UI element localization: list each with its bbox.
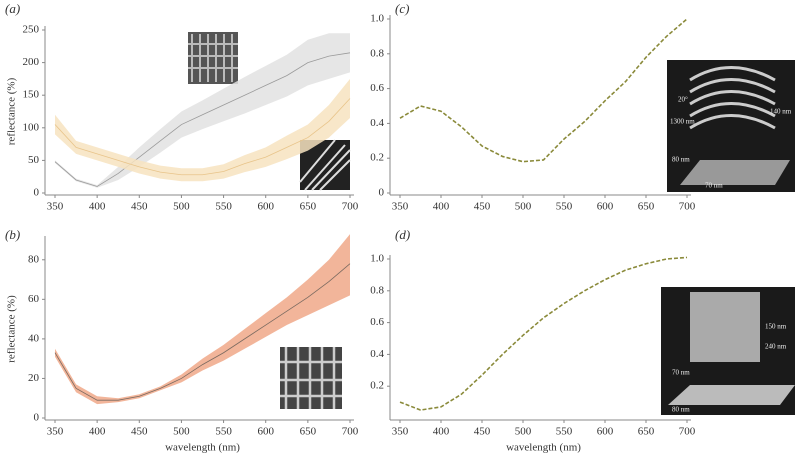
x-tick-label: 600 bbox=[597, 426, 614, 438]
x-tick-label: 550 bbox=[215, 426, 232, 438]
x-tick-label: 500 bbox=[173, 201, 190, 213]
line bbox=[54, 98, 351, 176]
x-tick-label: 400 bbox=[89, 426, 106, 438]
model-texture bbox=[668, 385, 795, 405]
x-tick-label: 350 bbox=[392, 201, 409, 213]
line bbox=[54, 52, 351, 187]
y-tick-label: 150 bbox=[23, 89, 40, 101]
panel-label: (a) bbox=[5, 1, 20, 16]
model-texture bbox=[689, 66, 776, 130]
x-tick-label: 550 bbox=[556, 201, 573, 213]
sem-image bbox=[188, 32, 238, 84]
x-tick-label: 400 bbox=[433, 426, 450, 438]
sem-texture bbox=[299, 139, 351, 191]
x-tick-label: 650 bbox=[638, 426, 655, 438]
inset-annotation: 70 nm bbox=[672, 369, 690, 377]
y-tick-label: 0.2 bbox=[370, 152, 384, 164]
x-tick-label: 350 bbox=[392, 426, 409, 438]
x-tick-label: 350 bbox=[47, 201, 64, 213]
insets bbox=[188, 32, 795, 415]
y-tick-label: 20 bbox=[28, 372, 40, 384]
x-tick-label: 500 bbox=[515, 426, 532, 438]
y-tick-label: 0 bbox=[379, 187, 385, 199]
y-tick-label: 250 bbox=[23, 24, 40, 36]
x-tick-label: 600 bbox=[597, 201, 614, 213]
band bbox=[55, 78, 350, 182]
x-tick-label: 500 bbox=[173, 426, 190, 438]
inset-annotation: 240 nm bbox=[765, 343, 787, 351]
y-tick-label: 0.6 bbox=[370, 82, 384, 94]
y-tick-label: 0.6 bbox=[370, 316, 384, 328]
y-tick-label: 0 bbox=[34, 187, 40, 199]
line bbox=[54, 263, 351, 401]
inset-annotation: 1300 nm bbox=[670, 118, 695, 126]
model-texture bbox=[690, 292, 760, 362]
y-tick-label: 0.2 bbox=[370, 380, 384, 392]
x-tick-label: 700 bbox=[679, 426, 696, 438]
x-tick-label: 600 bbox=[257, 201, 274, 213]
y-axis-label: reflectance (%) bbox=[6, 77, 18, 145]
y-tick-label: 0.8 bbox=[370, 284, 384, 296]
inset-annotation: 150 nm bbox=[765, 323, 787, 331]
y-tick-label: 50 bbox=[28, 154, 40, 166]
panel-label: (c) bbox=[395, 1, 409, 16]
inset-annotation: 80 nm bbox=[672, 156, 690, 164]
y-tick-label: 0 bbox=[34, 412, 40, 424]
inset-annotation: 70 nm bbox=[705, 182, 723, 190]
y-tick-label: 1.0 bbox=[370, 253, 384, 265]
y-tick-label: 60 bbox=[28, 293, 40, 305]
x-tick-label: 400 bbox=[89, 201, 106, 213]
panel-label: (d) bbox=[395, 227, 410, 242]
x-tick-label: 650 bbox=[300, 201, 317, 213]
x-tick-label: 650 bbox=[300, 426, 317, 438]
line bbox=[399, 256, 688, 411]
x-tick-label: 700 bbox=[342, 426, 359, 438]
panel-label: (b) bbox=[5, 227, 20, 242]
y-tick-label: 40 bbox=[28, 332, 40, 344]
x-tick-label: 500 bbox=[515, 201, 532, 213]
inset-annotation: 80 nm bbox=[672, 406, 690, 414]
band bbox=[55, 33, 350, 188]
x-tick-label: 700 bbox=[679, 201, 696, 213]
x-axis-label: wavelength (nm) bbox=[165, 442, 240, 454]
y-tick-label: 80 bbox=[28, 253, 40, 265]
x-tick-label: 650 bbox=[638, 201, 655, 213]
y-tick-label: 0.4 bbox=[370, 117, 384, 129]
sem-texture bbox=[188, 34, 238, 82]
y-tick-label: 0.8 bbox=[370, 47, 384, 59]
x-axis-label: wavelength (nm) bbox=[506, 442, 581, 454]
y-tick-label: 1.0 bbox=[370, 13, 384, 25]
sem-texture bbox=[280, 347, 342, 409]
x-tick-label: 450 bbox=[131, 201, 148, 213]
model-texture bbox=[680, 160, 790, 185]
y-tick-label: 200 bbox=[23, 56, 40, 68]
x-tick-label: 600 bbox=[257, 426, 274, 438]
band bbox=[55, 234, 350, 405]
x-tick-label: 450 bbox=[131, 426, 148, 438]
y-tick-label: 100 bbox=[23, 121, 40, 133]
y-tick-label: 0.4 bbox=[370, 348, 384, 360]
line bbox=[399, 18, 688, 163]
x-tick-label: 450 bbox=[474, 426, 491, 438]
inset-annotation: 140 nm bbox=[770, 108, 792, 116]
y-axis-label: reflectance (%) bbox=[6, 295, 18, 363]
x-tick-label: 400 bbox=[433, 201, 450, 213]
inset-annotation: 20° bbox=[678, 96, 688, 104]
x-tick-label: 550 bbox=[556, 426, 573, 438]
x-tick-label: 450 bbox=[474, 201, 491, 213]
x-tick-label: 550 bbox=[215, 201, 232, 213]
x-tick-label: 700 bbox=[342, 201, 359, 213]
x-tick-label: 350 bbox=[47, 426, 64, 438]
